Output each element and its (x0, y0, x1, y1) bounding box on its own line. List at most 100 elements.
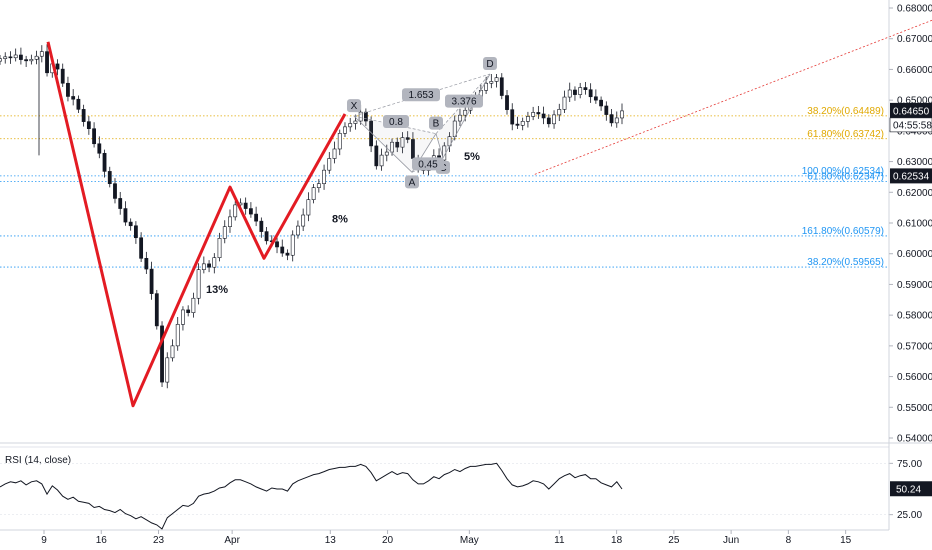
candle-body (390, 141, 394, 153)
price-tick-label: 0.59000 (897, 280, 932, 291)
rsi-tick-label: 25.00 (897, 510, 922, 521)
candle-body (160, 325, 164, 383)
price-tick-label: 0.61000 (897, 219, 932, 230)
candle-body (144, 258, 149, 270)
fib-level-label: 161.80%(0.60579) (802, 226, 884, 237)
time-tick-label: 11 (554, 535, 565, 546)
candle-body (322, 169, 326, 184)
candle-body (499, 77, 504, 96)
candle-body (29, 58, 34, 62)
time-axis[interactable]: 9 16 23 Apr 13 20 May 11 18 25 Jun 8 15 (41, 530, 852, 546)
candle-body (536, 112, 541, 115)
zigzag-line (46, 41, 347, 408)
candle-body (248, 208, 253, 215)
candle-body (275, 241, 279, 248)
candle-body (353, 120, 358, 124)
candle-body (34, 55, 39, 60)
candle-body (604, 105, 609, 115)
price-tick-label: 0.57000 (897, 341, 932, 352)
price-tick-label: 0.68000 (897, 4, 932, 15)
price-tick-label: 0.65000 (897, 96, 932, 107)
candle-body (562, 96, 567, 110)
candle-body (526, 116, 530, 122)
candle-body (531, 112, 536, 117)
candle-body (343, 126, 347, 134)
fib-level-label: 61.80%(0.62347) (807, 172, 884, 183)
candle-body (306, 199, 311, 216)
percent-label: 13% (206, 284, 228, 296)
time-tick-label: Jun (723, 535, 739, 546)
candle-body (0, 58, 2, 62)
candle-body (573, 89, 577, 95)
marker-price-label: 0.62534 (893, 171, 930, 182)
candle-body (133, 225, 138, 239)
harmonic-ratio-pill (402, 88, 440, 102)
harmonic-point-pill (405, 175, 419, 189)
harmonic-ratio-label: 1.653 (408, 90, 433, 101)
candle-body (327, 158, 332, 171)
candle-body (463, 109, 468, 116)
candle-body (316, 183, 321, 188)
harmonic-point-label: A (409, 177, 416, 188)
candle-body (60, 68, 65, 84)
candle-body (13, 54, 18, 59)
candle-body (395, 141, 400, 148)
candle-body (384, 151, 389, 156)
harmonic-ratio-pill (445, 94, 483, 108)
rsi-title: RSI (14, close) (5, 455, 71, 466)
candle-body (92, 128, 96, 145)
candle-body (520, 121, 525, 126)
price-tick-label: 0.54000 (897, 434, 932, 445)
candle-body (71, 96, 76, 100)
candle-body (207, 263, 211, 268)
countdown-badge (889, 117, 932, 133)
harmonic-leg (353, 115, 413, 173)
time-tick-label: 9 (41, 535, 47, 546)
candle-body (191, 297, 196, 313)
candle-body (552, 114, 556, 125)
candle-body (3, 56, 8, 59)
time-tick-label: May (460, 535, 479, 546)
trend-line (534, 19, 932, 175)
time-tick-label: 16 (96, 535, 108, 546)
last-price-label: 0.64650 (893, 106, 930, 117)
candle-body (505, 95, 509, 110)
fib-level-label: 38.20%(0.64489) (807, 106, 884, 117)
rsi-tick-label: 75.00 (897, 459, 922, 470)
zigzag (46, 41, 347, 408)
harmonic-leg (442, 73, 491, 159)
candle-body (311, 187, 316, 200)
candle-body (510, 109, 515, 125)
percent-label: 8% (332, 213, 348, 225)
price-axis[interactable]: 0.680000.670000.660000.650000.640000.630… (889, 4, 932, 445)
candle-body (458, 114, 462, 122)
time-tick-label: 23 (153, 535, 165, 546)
price-tick-label: 0.56000 (897, 372, 932, 383)
candle-body (593, 96, 598, 101)
harmonic-point-pill (347, 99, 361, 113)
price-tick-label: 0.62000 (897, 188, 932, 199)
candle-body (620, 110, 624, 119)
countdown-label: 04:55:58 (893, 120, 932, 131)
candle-body (154, 293, 159, 327)
harmonic-point-pill (429, 116, 443, 130)
price-tick-label: 0.60000 (897, 249, 932, 260)
candle-body (212, 257, 217, 268)
candle-body (55, 63, 60, 70)
harmonic-ratio-label: 3.376 (451, 97, 476, 108)
candle-body (201, 263, 206, 270)
harmonic-ratio-label: 0.8 (389, 117, 403, 128)
candle-body (337, 133, 342, 150)
candle-body (228, 216, 232, 227)
candle-body (489, 81, 494, 84)
candle-body (165, 357, 170, 383)
price-tick-label: 0.63000 (897, 157, 932, 168)
rsi-current-badge (890, 481, 932, 497)
candle-body (19, 54, 23, 60)
candle-body (348, 123, 353, 128)
trend-line-dotted (534, 19, 932, 175)
price-tick-label: 0.66000 (897, 65, 932, 76)
rsi-pane: RSI (14, close) 75.00 25.00 50.24 (0, 455, 932, 530)
